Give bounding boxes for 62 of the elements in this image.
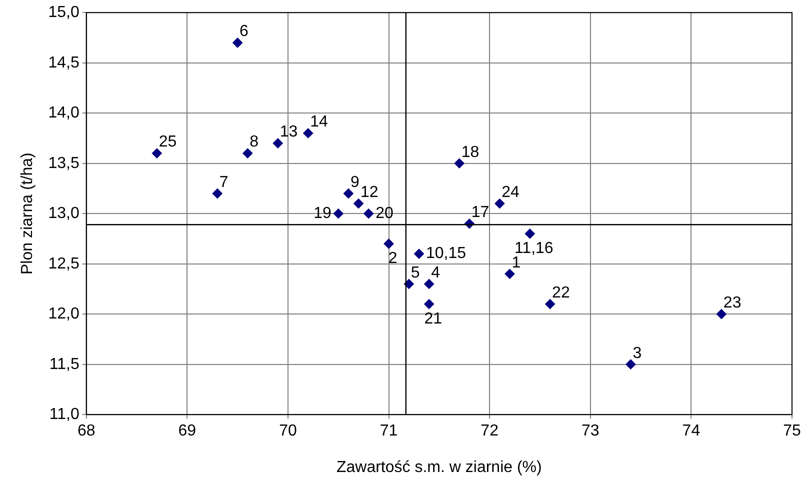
y-tick-label: 14,0	[48, 104, 80, 122]
annotation: 10,15	[426, 245, 466, 262]
x-tick-label: 75	[783, 422, 801, 440]
annotation: 20	[376, 205, 394, 222]
annotation: 5	[410, 264, 420, 282]
y-tick-label: 15,0	[48, 4, 80, 22]
point	[384, 238, 394, 249]
annotation: 3	[632, 344, 642, 362]
y-tick-label: 13,0	[48, 205, 80, 222]
annotation: 21	[424, 310, 442, 328]
x-tick-label: 73	[581, 422, 600, 440]
point	[524, 228, 535, 239]
point	[242, 148, 253, 158]
point	[414, 248, 424, 259]
point	[545, 299, 556, 310]
annotation: 17	[471, 204, 490, 222]
point	[212, 188, 222, 198]
point	[303, 128, 314, 138]
annotation: 13	[280, 124, 298, 141]
annotation: 8	[250, 134, 259, 151]
y-tick-label: 12,5	[48, 255, 80, 272]
annotation: 9	[350, 174, 360, 191]
annotation: 7	[219, 174, 228, 191]
annotation: 24	[502, 184, 520, 201]
y-tick-label: 11,5	[49, 356, 80, 373]
point	[626, 359, 636, 370]
point	[152, 148, 162, 158]
y-tick-label: 12,0	[48, 306, 80, 323]
point	[343, 188, 354, 198]
point	[354, 198, 364, 209]
point	[364, 208, 374, 219]
x-tick-label: 72	[480, 422, 499, 440]
point	[333, 208, 344, 219]
annotation: 2	[388, 250, 398, 268]
x-tick-label: 69	[178, 422, 196, 440]
point	[716, 309, 726, 320]
annotation: 22	[552, 284, 570, 302]
point	[272, 138, 283, 148]
point	[232, 38, 243, 48]
y-tick-label: 14,5	[48, 54, 80, 72]
annotation: 14	[310, 114, 328, 131]
annotation: 23	[723, 294, 742, 312]
y-tick-label: 11,0	[49, 406, 80, 424]
x-tick-label: 74	[682, 422, 700, 440]
point	[404, 278, 414, 289]
annotation: 25	[158, 134, 177, 151]
x-tick-label: 71	[380, 422, 398, 440]
point	[424, 278, 434, 289]
x-axis-title: Zawartość s.m. w ziarnie (%)	[336, 458, 542, 476]
point	[494, 198, 505, 209]
annotation: 18	[461, 144, 480, 161]
point	[424, 299, 434, 310]
point	[454, 158, 464, 168]
y-axis-title: Plon ziarna (t/ha)	[19, 152, 36, 275]
x-tick-label: 68	[77, 422, 96, 440]
annotation: 4	[431, 264, 440, 282]
annotation: 6	[240, 23, 249, 40]
x-tick-label: 70	[279, 422, 297, 440]
annotation: 12	[360, 184, 378, 201]
point	[504, 268, 515, 279]
y-tick-label: 13,5	[48, 154, 80, 172]
annotation: 19	[314, 205, 332, 222]
